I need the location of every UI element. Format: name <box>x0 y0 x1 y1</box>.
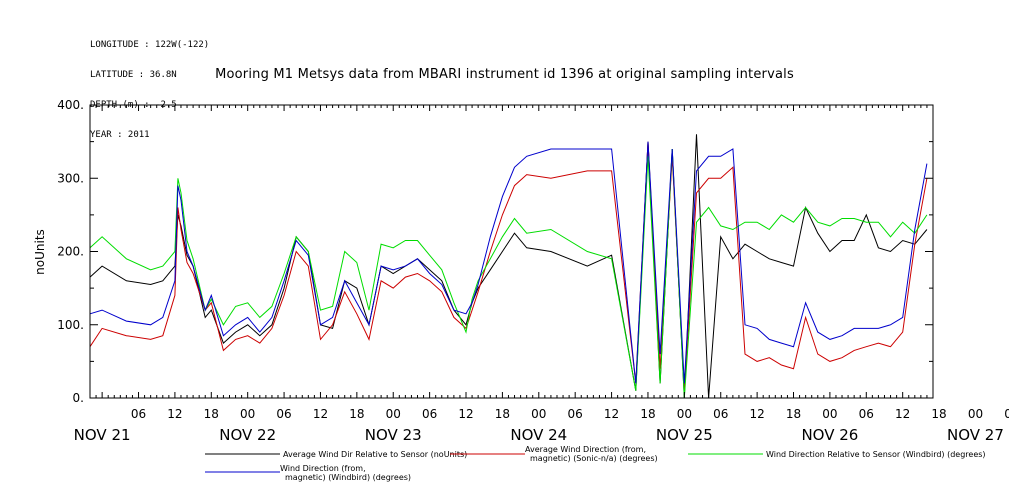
x-tick-label: 18 <box>204 407 219 421</box>
x-tick-label: 00 <box>822 407 837 421</box>
x-tick-label: 06 <box>1004 407 1009 421</box>
legend-label-4: Wind Direction (from, magnetic) (Windbird… <box>280 464 411 482</box>
legend-label-1: Average Wind Dir Relative to Sensor (noU… <box>283 450 467 459</box>
y-tick-label: 400. <box>57 98 84 112</box>
x-tick-label: 06 <box>859 407 874 421</box>
chart-title: Mooring M1 Metsys data from MBARI instru… <box>215 67 794 82</box>
y-tick-label: 300. <box>57 171 84 185</box>
x-tick-label: 18 <box>786 407 801 421</box>
y-tick-label: 0. <box>73 391 84 405</box>
x-tick-label: 18 <box>495 407 510 421</box>
x-day-label: NOV 27 <box>947 426 1004 444</box>
x-tick-label: 00 <box>386 407 401 421</box>
axes-layer: 06 12 18 00 06 12 18 00 06 12 18 00 06 12 18 00 06 12 18 00… <box>57 98 1009 444</box>
x-tick-label: 00 <box>531 407 546 421</box>
x-day-label: NOV 23 <box>365 426 422 444</box>
x-tick-label: 18 <box>349 407 364 421</box>
x-tick-label: 18 <box>640 407 655 421</box>
series-line-2 <box>89 141 928 391</box>
x-day-label: NOV 24 <box>510 426 567 444</box>
x-tick-label: 18 <box>931 407 946 421</box>
series-line-3 <box>89 148 928 399</box>
x-day-label: NOV 22 <box>219 426 276 444</box>
x-tick-label: 12 <box>458 407 473 421</box>
metadata-line: LONGITUDE : 122W(-122) <box>90 40 210 50</box>
y-tick-label: 200. <box>57 245 84 259</box>
x-tick-label: 12 <box>313 407 328 421</box>
plot-frame <box>89 104 934 399</box>
x-day-label: NOV 26 <box>801 426 858 444</box>
x-tick-label: 06 <box>131 407 146 421</box>
x-day-label: NOV 21 <box>74 426 131 444</box>
x-tick-label: 06 <box>422 407 437 421</box>
legend-label-2: Average Wind Direction (from, magnetic) (… <box>525 445 658 463</box>
x-tick-label: 00 <box>968 407 983 421</box>
x-day-label: NOV 25 <box>656 426 713 444</box>
x-tick-label: 12 <box>604 407 619 421</box>
x-tick-label: 06 <box>276 407 291 421</box>
series-line-4 <box>89 141 928 384</box>
legend-label-3: Wind Direction Relative to Sensor (Windb… <box>766 450 986 459</box>
x-tick-label: 00 <box>240 407 255 421</box>
legend: Average Wind Dir Relative to Sensor (noU… <box>205 445 986 482</box>
x-tick-label: 06 <box>568 407 583 421</box>
metadata-line: YEAR : 2011 <box>90 130 150 140</box>
x-tick-label: 12 <box>167 407 182 421</box>
x-tick-label: 06 <box>713 407 728 421</box>
x-tick-label: 00 <box>677 407 692 421</box>
y-axis-label: noUnits <box>33 229 47 275</box>
x-tick-label: 12 <box>749 407 764 421</box>
series-line-1 <box>89 134 928 399</box>
x-tick-label: 12 <box>895 407 910 421</box>
y-tick-label: 100. <box>57 318 84 332</box>
series-layer <box>89 134 928 399</box>
metadata-line: LATITUDE : 36.8N <box>90 70 177 80</box>
